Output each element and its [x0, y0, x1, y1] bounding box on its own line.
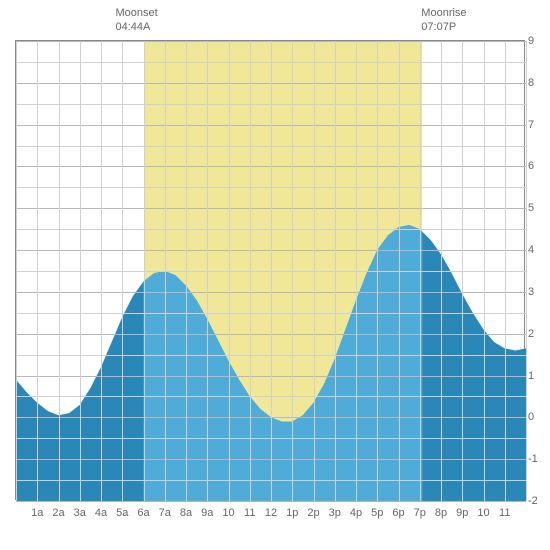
moonset-time: 04:44A	[116, 20, 158, 34]
x-tick-label: 12	[265, 507, 277, 519]
y-tick-label: 5	[528, 202, 542, 214]
grid-line-v	[80, 41, 81, 501]
y-tick-label: -2	[528, 495, 542, 507]
x-tick-label: 10	[477, 507, 489, 519]
grid-line-v	[335, 41, 336, 501]
moonset-label: Moonset 04:44A	[116, 6, 158, 35]
x-tick-label: 5p	[371, 507, 383, 519]
grid-line-v	[356, 41, 357, 501]
x-tick-label: 6a	[137, 507, 149, 519]
x-tick-label: 1a	[31, 507, 43, 519]
y-tick-label: 3	[528, 286, 542, 298]
grid-line-v	[484, 41, 485, 501]
y-tick-label: 1	[528, 370, 542, 382]
grid-line-v	[399, 41, 400, 501]
x-tick-label: 2a	[52, 507, 64, 519]
x-tick-label: 5a	[116, 507, 128, 519]
x-tick-label: 11	[499, 507, 510, 519]
x-tick-label: 11	[244, 507, 255, 519]
x-tick-label: 6p	[392, 507, 404, 519]
moonset-title: Moonset	[116, 6, 158, 20]
x-tick-label: 2p	[307, 507, 319, 519]
grid-line-v	[186, 41, 187, 501]
grid-line-v	[462, 41, 463, 501]
grid-line-v	[59, 41, 60, 501]
y-tick-label: 6	[528, 160, 542, 172]
grid-line-v	[271, 41, 272, 501]
grid-line-v	[441, 41, 442, 501]
x-tick-label: 4a	[95, 507, 107, 519]
y-tick-label: 7	[528, 119, 542, 131]
grid-line-v	[37, 41, 38, 501]
y-tick-label: 8	[528, 77, 542, 89]
grid-line-v	[122, 41, 123, 501]
moonrise-title: Moonrise	[421, 6, 466, 20]
x-tick-label: 7p	[414, 507, 426, 519]
grid-line-v	[101, 41, 102, 501]
y-tick-label: -1	[528, 453, 542, 465]
grid-line-v	[144, 41, 145, 501]
grid-line-v	[314, 41, 315, 501]
x-tick-label: 3a	[74, 507, 86, 519]
grid-line-v	[250, 41, 251, 501]
x-tick-label: 8p	[435, 507, 447, 519]
grid-line-v	[207, 41, 208, 501]
moonrise-time: 07:07P	[421, 20, 466, 34]
grid-line-v	[16, 41, 17, 501]
x-tick-label: 10	[222, 507, 234, 519]
grid-line-v	[526, 41, 527, 501]
grid-line-v	[292, 41, 293, 501]
x-tick-label: 4p	[350, 507, 362, 519]
grid-line-v	[505, 41, 506, 501]
tide-chart: -2-101234567891a2a3a4a5a6a7a8a9a1011121p…	[15, 40, 525, 500]
x-tick-label: 1p	[286, 507, 298, 519]
x-tick-label: 9p	[456, 507, 468, 519]
x-tick-label: 3p	[329, 507, 341, 519]
plot-area	[16, 41, 526, 501]
grid-line-v	[377, 41, 378, 501]
grid-line-h	[16, 501, 526, 502]
y-tick-label: 2	[528, 328, 542, 340]
y-tick-label: 9	[528, 35, 542, 47]
x-tick-label: 7a	[159, 507, 171, 519]
x-tick-label: 9a	[201, 507, 213, 519]
grid-line-v	[229, 41, 230, 501]
grid-line-v	[420, 41, 421, 501]
y-tick-label: 0	[528, 411, 542, 423]
moonrise-label: Moonrise 07:07P	[421, 6, 466, 35]
x-tick-label: 8a	[180, 507, 192, 519]
y-tick-label: 4	[528, 244, 542, 256]
grid-line-v	[165, 41, 166, 501]
